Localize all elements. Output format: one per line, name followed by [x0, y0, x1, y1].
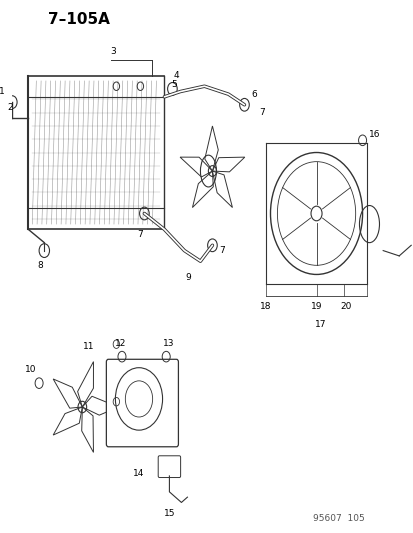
Text: 9: 9: [185, 272, 191, 281]
Text: 18: 18: [259, 302, 271, 311]
Text: 4: 4: [173, 71, 179, 80]
FancyBboxPatch shape: [158, 456, 180, 478]
Text: 2: 2: [7, 103, 13, 112]
Text: 7: 7: [137, 230, 143, 239]
Text: 10: 10: [25, 366, 37, 374]
Text: 11: 11: [83, 342, 94, 351]
Text: 12: 12: [115, 339, 126, 348]
Text: 20: 20: [340, 302, 351, 311]
Text: 14: 14: [133, 469, 144, 478]
Text: 3: 3: [109, 47, 115, 56]
Text: 7: 7: [259, 108, 265, 117]
Text: 5: 5: [171, 80, 177, 89]
Text: 7–105A: 7–105A: [48, 12, 110, 27]
Text: 7: 7: [219, 246, 225, 255]
Text: 95607  105: 95607 105: [312, 514, 364, 523]
Text: 13: 13: [162, 339, 173, 348]
FancyBboxPatch shape: [106, 359, 178, 447]
Text: 16: 16: [368, 130, 380, 139]
Text: 6: 6: [251, 90, 257, 99]
Text: 15: 15: [163, 508, 175, 518]
Text: 8: 8: [37, 261, 43, 270]
Text: 19: 19: [310, 302, 321, 311]
Text: 17: 17: [314, 320, 325, 329]
Text: 1: 1: [0, 87, 5, 96]
